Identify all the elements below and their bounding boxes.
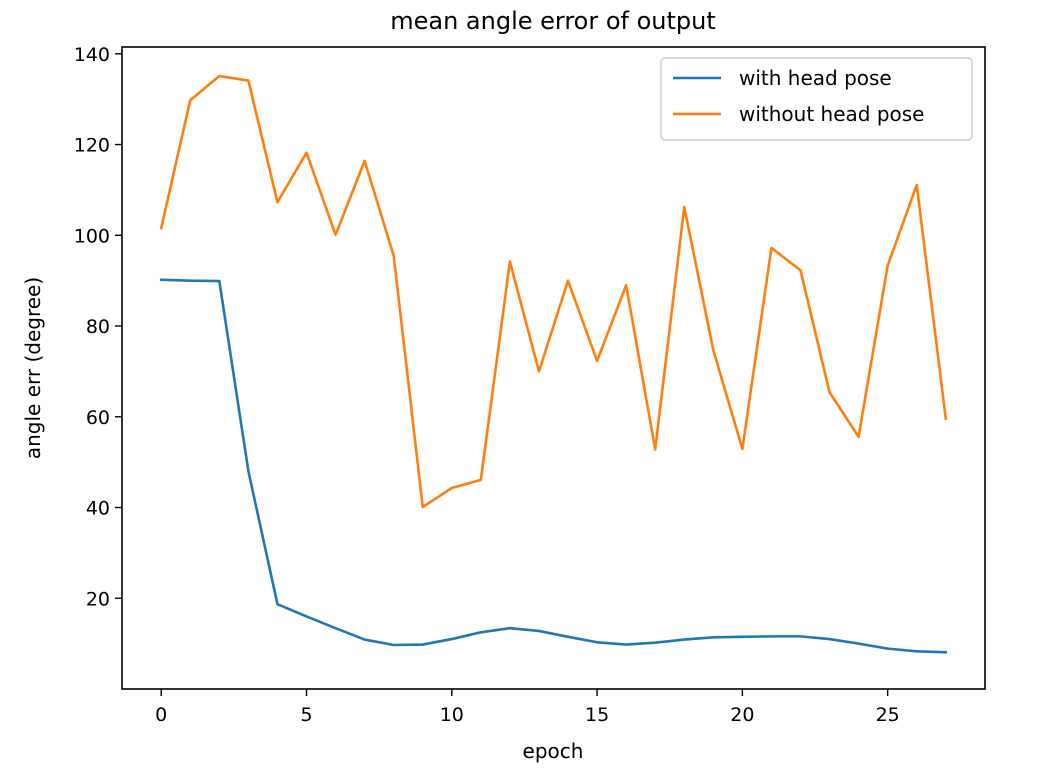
- legend-frame: [660, 57, 973, 141]
- y-tick-label: 100: [74, 225, 110, 247]
- x-axis-label: epoch: [523, 739, 584, 763]
- x-tick-label: 20: [730, 704, 754, 726]
- chart-title: mean angle error of output: [390, 7, 716, 35]
- y-tick-label: 40: [86, 498, 110, 520]
- series-lines: [159, 74, 948, 654]
- y-tick-label: 140: [74, 44, 110, 66]
- plot-area: [121, 46, 986, 690]
- y-tick-label: 20: [86, 588, 110, 610]
- y-tick-label: 120: [74, 135, 110, 157]
- y-axis-label: angle err (degree): [21, 277, 45, 459]
- x-tick-label: 10: [440, 704, 464, 726]
- x-tick-label: 0: [155, 704, 167, 726]
- series-line-with-head-pose: [159, 278, 948, 654]
- series-line-without-head-pose: [159, 74, 948, 509]
- legend-label-without-head-pose: without head pose: [739, 102, 925, 126]
- legend: with head pose without head pose: [660, 57, 973, 141]
- x-tick-label: 25: [876, 704, 900, 726]
- legend-label-with-head-pose: with head pose: [739, 66, 892, 90]
- x-tick-label: 5: [300, 704, 312, 726]
- x-axis-ticks: 0 5 10 15 20 25: [155, 689, 900, 726]
- y-axis-ticks: 20 40 60 80 100 120 140: [74, 44, 122, 610]
- y-tick-label: 60: [86, 407, 110, 429]
- y-tick-label: 80: [86, 316, 110, 338]
- x-tick-label: 15: [585, 704, 609, 726]
- plot-frame: [121, 46, 986, 690]
